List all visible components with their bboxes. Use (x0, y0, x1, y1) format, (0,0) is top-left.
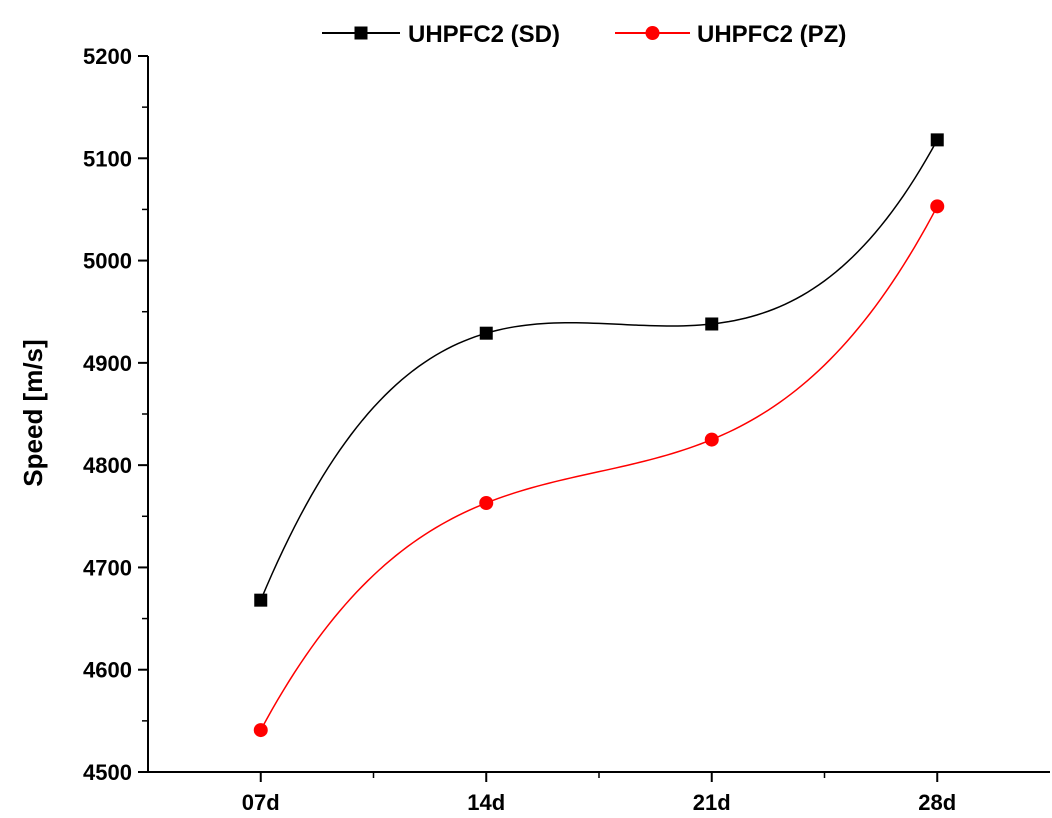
data-point-circle (704, 432, 719, 447)
fit-curves (260, 139, 938, 731)
fit-curve-1 (260, 139, 938, 601)
data-point-square (930, 133, 944, 147)
legend-marker-circle (645, 26, 660, 40)
y-tick-label: 5200 (83, 44, 132, 69)
data-point-circle (930, 199, 945, 214)
legend-label: UHPFC2 (SD) (408, 21, 560, 48)
data-point-square (705, 317, 719, 331)
data-markers (253, 133, 945, 738)
legend-marker-square (354, 26, 368, 40)
fit-curve-2 (260, 206, 938, 731)
x-tick-label: 28d (918, 790, 956, 815)
data-point-circle (479, 495, 494, 510)
y-axis-title: Speed [m/s] (18, 339, 48, 486)
legend: UHPFC2 (SD) UHPFC2 (PZ) (322, 21, 846, 48)
y-tick-label: 4500 (83, 760, 132, 785)
y-tick-label: 4900 (83, 351, 132, 376)
data-point-square (479, 326, 493, 340)
y-tick-label: 5100 (83, 146, 132, 171)
data-point-square (254, 593, 268, 607)
y-tick-label: 4800 (83, 453, 132, 478)
tick-labels: 4500 4600 4700 4800 4900 5000 5100 5200 07d 14d 21… (83, 44, 956, 815)
x-tick-label: 21d (693, 790, 731, 815)
x-tick-label: 14d (467, 790, 505, 815)
x-tick-label: 07d (242, 790, 280, 815)
y-tick-label: 5000 (83, 249, 132, 274)
y-tick-label: 4700 (83, 555, 132, 580)
data-point-circle (253, 723, 268, 738)
legend-label: UHPFC2 (PZ) (697, 21, 846, 48)
y-tick-label: 4600 (83, 658, 132, 683)
axes (138, 55, 1050, 782)
